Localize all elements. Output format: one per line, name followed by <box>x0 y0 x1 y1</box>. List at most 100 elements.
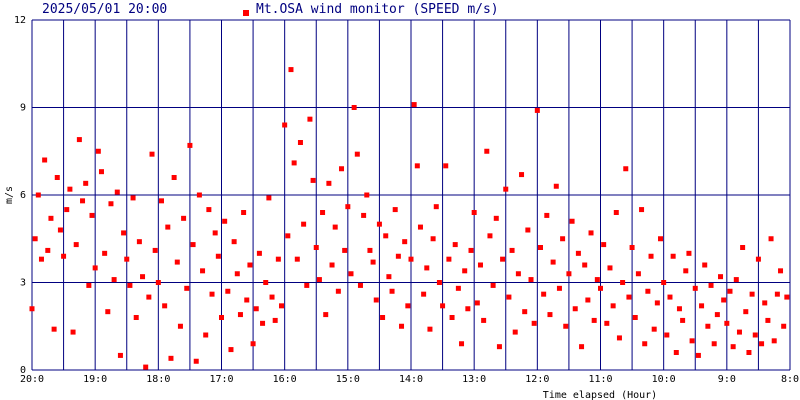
data-point <box>402 239 408 245</box>
x-tick-label: 10:0 <box>652 374 676 385</box>
data-point <box>774 291 780 297</box>
x-tick-label: 20:0 <box>20 374 44 385</box>
data-point <box>645 288 651 294</box>
data-point <box>282 122 288 128</box>
data-point <box>29 306 35 312</box>
data-point <box>743 309 749 315</box>
data-point <box>354 151 360 157</box>
data-point <box>256 250 262 256</box>
data-point <box>38 256 44 262</box>
data-point <box>45 247 51 253</box>
data-point <box>733 277 739 283</box>
data-point <box>537 245 543 250</box>
data-point <box>658 236 664 242</box>
data-point <box>42 157 48 163</box>
data-point <box>477 262 483 268</box>
data-point <box>288 67 294 73</box>
data-point <box>332 224 338 230</box>
y-tick-label: 6 <box>20 190 26 201</box>
data-point <box>143 364 149 370</box>
data-point <box>136 239 142 245</box>
data-point <box>241 210 247 215</box>
data-point <box>765 317 771 323</box>
data-point <box>449 315 455 320</box>
data-point <box>553 183 559 189</box>
data-point <box>181 215 187 221</box>
data-point <box>604 320 610 326</box>
data-point <box>670 253 676 259</box>
data-point <box>190 242 196 248</box>
data-point <box>165 224 171 230</box>
data-point <box>48 215 54 221</box>
data-point <box>736 329 742 335</box>
data-point <box>525 227 531 233</box>
data-point <box>642 341 648 347</box>
chart-title: 2025/05/01 20:00 <box>42 2 167 17</box>
data-point <box>784 294 790 300</box>
data-point <box>705 323 711 329</box>
data-point <box>515 271 521 277</box>
data-point <box>484 148 490 154</box>
data-point <box>146 294 152 300</box>
data-point <box>196 192 202 198</box>
x-tick-label: 17:0 <box>209 374 233 385</box>
data-point <box>718 274 724 280</box>
x-tick-label: 12:0 <box>525 374 549 385</box>
data-point <box>683 268 689 274</box>
data-point <box>512 329 518 335</box>
data-point <box>771 338 777 344</box>
data-point <box>689 338 695 344</box>
data-point <box>730 344 736 350</box>
data-point <box>544 212 550 218</box>
x-tick-label: 16:0 <box>273 374 297 385</box>
data-point <box>623 166 629 172</box>
data-point <box>446 256 452 262</box>
data-point <box>212 230 218 236</box>
data-point <box>651 326 657 332</box>
data-point <box>686 250 692 256</box>
data-point <box>579 344 585 350</box>
data-point <box>373 297 379 303</box>
data-point <box>474 300 480 306</box>
data-point <box>95 148 101 154</box>
data-point <box>522 309 528 315</box>
data-point <box>376 221 382 227</box>
data-point <box>506 294 512 300</box>
y-tick-label: 3 <box>20 278 26 289</box>
data-point <box>468 247 474 253</box>
data-point <box>200 268 206 274</box>
data-point <box>408 256 414 262</box>
data-point <box>111 277 117 283</box>
data-point <box>316 277 322 283</box>
data-point <box>307 116 313 122</box>
data-point <box>575 250 581 256</box>
data-point <box>64 207 70 213</box>
data-point <box>471 210 477 215</box>
data-point <box>620 280 626 285</box>
data-point <box>117 352 123 358</box>
data-point <box>724 320 730 326</box>
data-point <box>269 294 275 300</box>
data-point <box>348 271 354 277</box>
data-point <box>572 306 578 312</box>
data-point <box>547 312 553 318</box>
data-point <box>231 239 237 245</box>
data-point <box>206 207 212 213</box>
data-point <box>667 294 673 300</box>
x-axis-label: Time elapsed (Hour) <box>543 390 657 400</box>
data-point <box>253 306 259 312</box>
data-point <box>762 300 768 306</box>
x-tick-label: 19:0 <box>83 374 107 385</box>
data-point <box>32 236 38 242</box>
data-point <box>260 320 266 326</box>
data-point <box>759 341 765 347</box>
data-point <box>632 315 638 320</box>
data-point <box>73 242 79 248</box>
data-point <box>550 259 556 265</box>
data-point <box>755 256 761 262</box>
data-point <box>740 245 746 250</box>
data-point <box>626 294 632 300</box>
data-point <box>263 280 269 285</box>
data-point <box>297 140 303 145</box>
